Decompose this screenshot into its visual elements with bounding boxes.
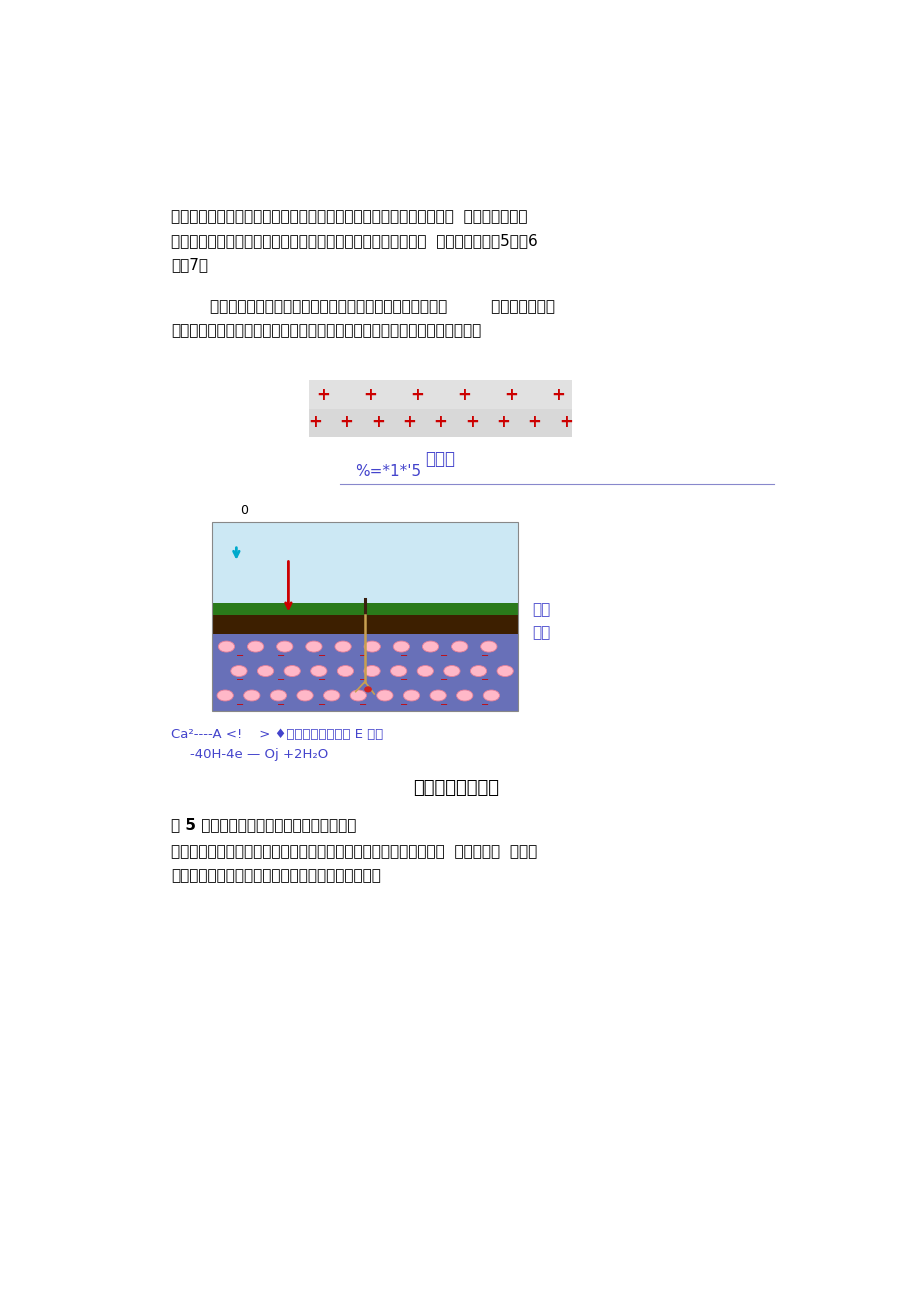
Ellipse shape xyxy=(456,691,472,701)
Ellipse shape xyxy=(297,691,312,701)
Text: +: + xyxy=(495,413,510,431)
Text: +: + xyxy=(528,413,541,431)
Ellipse shape xyxy=(323,691,339,701)
Bar xyxy=(211,523,517,603)
Text: +: + xyxy=(402,413,415,431)
Text: −: − xyxy=(318,675,326,685)
Ellipse shape xyxy=(482,691,499,701)
Text: −: − xyxy=(277,675,285,685)
Text: %=*1*'5: %=*1*'5 xyxy=(355,464,421,480)
Text: −: − xyxy=(236,650,244,661)
Ellipse shape xyxy=(422,641,438,652)
Text: −: − xyxy=(440,650,448,661)
Text: −: − xyxy=(399,650,407,661)
Ellipse shape xyxy=(305,641,322,652)
Text: −: − xyxy=(277,650,285,661)
Text: 图 5 空间电场环境中根系活力高的机理解释: 图 5 空间电场环境中根系活力高的机理解释 xyxy=(171,817,356,833)
Ellipse shape xyxy=(284,666,300,676)
Text: 根冠处水的微电解: 根冠处水的微电解 xyxy=(413,778,498,796)
Ellipse shape xyxy=(403,691,419,701)
Text: +: + xyxy=(308,413,322,431)
Text: 0: 0 xyxy=(240,504,247,517)
Ellipse shape xyxy=(364,666,380,676)
Text: +: + xyxy=(550,386,564,404)
Text: Ca²----A <!    > ♦十正电荷一负电荷 E 水层: Ca²----A <! > ♦十正电荷一负电荷 E 水层 xyxy=(171,727,382,740)
Text: +: + xyxy=(362,386,377,404)
Ellipse shape xyxy=(481,641,496,652)
Text: −: − xyxy=(399,675,407,685)
Ellipse shape xyxy=(277,641,292,652)
Text: −: − xyxy=(481,650,489,661)
Text: −: − xyxy=(358,675,367,685)
Ellipse shape xyxy=(244,691,260,701)
Text: 持续的空气泄漏电流还将导致碳酸氢根离子进入植株体内，         进而在光的作用: 持续的空气泄漏电流还将导致碳酸氢根离子进入植株体内， 进而在光的作用 xyxy=(171,298,554,314)
Bar xyxy=(211,635,517,710)
Ellipse shape xyxy=(337,666,353,676)
Text: 因空间电场泄漏电流的存在，根系处的土壤水分会产生微电解反应，  水分子中的  羟基会: 因空间电场泄漏电流的存在，根系处的土壤水分会产生微电解反应， 水分子中的 羟基会 xyxy=(171,844,537,859)
Text: −: − xyxy=(481,675,489,685)
Text: +: + xyxy=(464,413,478,431)
Text: 电离层: 电离层 xyxy=(425,451,455,469)
Text: −: − xyxy=(318,700,326,710)
Bar xyxy=(211,603,517,615)
Text: +: + xyxy=(457,386,471,404)
Ellipse shape xyxy=(217,691,233,701)
Text: +: + xyxy=(370,413,384,431)
Text: −: − xyxy=(440,700,448,710)
Text: −: − xyxy=(358,650,367,661)
Ellipse shape xyxy=(270,691,286,701)
Bar xyxy=(211,615,517,635)
Ellipse shape xyxy=(364,687,371,692)
Text: +: + xyxy=(559,413,573,431)
Ellipse shape xyxy=(443,666,460,676)
Ellipse shape xyxy=(335,641,351,652)
Text: +: + xyxy=(315,386,329,404)
Text: 土层: 土层 xyxy=(531,625,550,640)
Text: −: − xyxy=(358,700,367,710)
Bar xyxy=(309,379,572,409)
Ellipse shape xyxy=(451,641,468,652)
Ellipse shape xyxy=(247,641,264,652)
Ellipse shape xyxy=(392,641,409,652)
Bar xyxy=(211,523,517,710)
Ellipse shape xyxy=(416,666,433,676)
Ellipse shape xyxy=(350,691,366,701)
Text: 下而合成更多的碳水化合物，这是空间电场环境中植物高产的基本原因之一。: 下而合成更多的碳水化合物，这是空间电场环境中植物高产的基本原因之一。 xyxy=(171,323,481,337)
Ellipse shape xyxy=(364,641,380,652)
Ellipse shape xyxy=(391,666,406,676)
Ellipse shape xyxy=(257,666,274,676)
Text: −: − xyxy=(440,675,448,685)
Text: -40H-4e — Oj +2H₂O: -40H-4e — Oj +2H₂O xyxy=(190,748,328,761)
Ellipse shape xyxy=(429,691,446,701)
Text: −: − xyxy=(236,700,244,710)
Text: −: − xyxy=(236,675,244,685)
Bar xyxy=(309,379,572,438)
Ellipse shape xyxy=(311,666,326,676)
Ellipse shape xyxy=(231,666,247,676)
Text: −: − xyxy=(318,650,326,661)
Text: 地表: 地表 xyxy=(531,602,550,616)
Text: +: + xyxy=(339,413,353,431)
Ellipse shape xyxy=(470,666,486,676)
Text: 失去电子变为氧气，进而提高根际环境的氧气含量。: 失去电子变为氧气，进而提高根际环境的氧气含量。 xyxy=(171,868,380,883)
Text: +: + xyxy=(410,386,424,404)
Text: −: − xyxy=(399,700,407,710)
Text: −: − xyxy=(277,700,285,710)
Text: −: − xyxy=(481,700,489,710)
Text: 界层内产生水分的微电解反应，其结果会导致根际环境中氧气浓度的提  高，进而提高根: 界层内产生水分的微电解反应，其结果会导致根际环境中氧气浓度的提 高，进而提高根 xyxy=(171,208,527,224)
Ellipse shape xyxy=(377,691,392,701)
Ellipse shape xyxy=(496,666,513,676)
Ellipse shape xyxy=(218,641,234,652)
Text: +: + xyxy=(433,413,447,431)
Text: +: + xyxy=(504,386,517,404)
Text: 系活力，这是正向空间电场环境中植物根系发达且活力高的一个  基本原因，见图5、图6: 系活力，这是正向空间电场环境中植物根系发达且活力高的一个 基本原因，见图5、图6 xyxy=(171,233,537,248)
Text: 、图7。: 、图7。 xyxy=(171,257,208,272)
